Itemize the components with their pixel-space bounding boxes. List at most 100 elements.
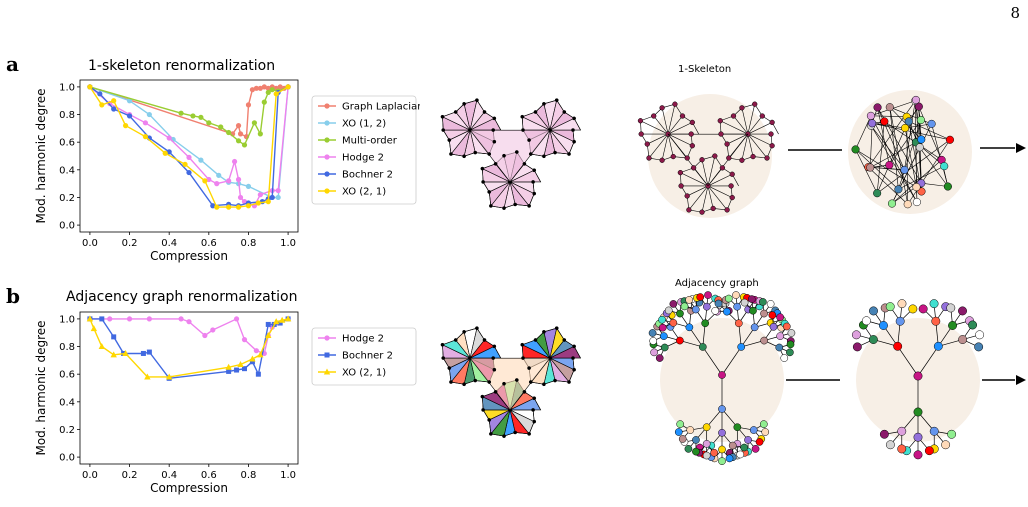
node (684, 445, 693, 453)
chart-a-point (226, 178, 232, 184)
node (527, 138, 531, 142)
chart-a-point (186, 154, 192, 160)
node (644, 141, 650, 147)
central-simplex (469, 129, 551, 183)
edge (721, 346, 742, 376)
chart-a-point (216, 172, 222, 178)
chart-b-point (107, 316, 113, 322)
node (897, 444, 907, 454)
node (462, 329, 466, 334)
node (677, 169, 684, 176)
node (664, 306, 673, 315)
node (918, 304, 928, 314)
chart-a-point (269, 87, 275, 93)
node (532, 396, 537, 401)
node (554, 326, 559, 331)
edge (870, 125, 918, 203)
node (542, 154, 546, 159)
node (473, 150, 478, 155)
node (475, 326, 479, 331)
chart-a-legend-label: XO (2, 1) (342, 187, 386, 198)
node (718, 445, 726, 454)
edge (448, 368, 452, 383)
chart-b-point (144, 373, 151, 380)
node (480, 394, 485, 399)
edge (450, 381, 465, 385)
node (724, 207, 730, 213)
node (532, 419, 537, 424)
chart-a-point (162, 150, 168, 156)
edge (482, 181, 490, 193)
edge (535, 331, 545, 341)
node (522, 162, 527, 166)
node (744, 436, 752, 444)
node (913, 450, 923, 460)
edge (543, 380, 556, 385)
node (449, 380, 453, 384)
node (724, 294, 733, 303)
edge (482, 396, 484, 410)
edge (482, 409, 490, 421)
chart-a-point (241, 199, 248, 205)
node (674, 428, 683, 436)
chart-b-plot-area (79, 311, 299, 465)
chart-a-point (190, 113, 196, 119)
chart-a-point (166, 149, 172, 155)
edge (876, 127, 906, 194)
chart-b-point (86, 315, 94, 322)
chart-b-point (165, 373, 173, 380)
edge (680, 172, 709, 187)
chart-b-legend (311, 327, 417, 386)
chart-a-legend-label: Hodge 2 (342, 153, 384, 164)
central-simplex (469, 357, 551, 411)
node (449, 152, 453, 156)
node (481, 180, 485, 184)
node (491, 128, 496, 132)
adjacency-tree (648, 291, 796, 465)
edge (907, 139, 951, 205)
chart-b-point (277, 320, 283, 326)
node (502, 153, 506, 158)
node (885, 161, 894, 170)
edge (572, 358, 575, 370)
edge (741, 340, 765, 348)
edge (688, 185, 709, 211)
chart-b-point (253, 348, 259, 354)
chart-b-xtick-label: 0.0 (82, 470, 98, 481)
chart-b-legend-label: Bochner 2 (342, 351, 393, 362)
node (447, 138, 452, 142)
edge (484, 339, 495, 347)
node (481, 408, 485, 412)
edge (573, 118, 581, 131)
edge (915, 99, 945, 167)
edge (555, 152, 570, 155)
edge (442, 129, 450, 141)
edge (904, 100, 916, 170)
chart-a-point (235, 138, 242, 144)
edge (877, 107, 905, 170)
node (676, 336, 684, 345)
chart-a-point (218, 124, 224, 130)
edge (556, 328, 565, 341)
chart-b-xtick-label: 0.2 (122, 470, 138, 481)
node (739, 157, 745, 163)
edge (872, 122, 906, 129)
edge (741, 133, 749, 161)
chart-a-xtick-label: 0.4 (161, 238, 177, 249)
edge (568, 141, 575, 155)
node (917, 135, 926, 144)
chart-b-point (241, 366, 247, 372)
chart-a-ytick-label: 0.0 (59, 221, 75, 232)
node (572, 116, 576, 121)
edge (648, 133, 669, 159)
edge (747, 115, 763, 135)
node (726, 155, 732, 161)
edge (868, 166, 908, 205)
edge (661, 133, 669, 161)
node (493, 162, 498, 166)
edge (515, 432, 530, 435)
node (701, 319, 710, 328)
node (752, 101, 758, 107)
node (492, 116, 497, 121)
edge (870, 115, 907, 118)
